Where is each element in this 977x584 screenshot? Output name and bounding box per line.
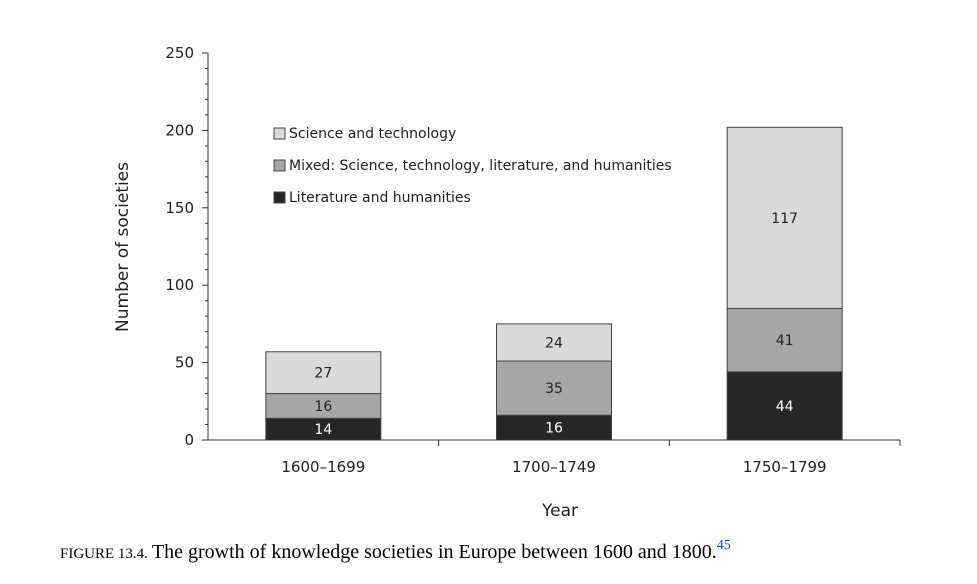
bar-segment <box>726 126 843 309</box>
bar-value-label: 41 <box>776 333 794 349</box>
legend-label: Mixed: Science, technology, literature, … <box>289 158 672 174</box>
bar-segment <box>265 393 382 419</box>
bar-segment <box>726 307 843 373</box>
bar-segment <box>496 414 612 441</box>
bar-value-label: 44 <box>776 399 794 415</box>
x-tick-label: 1750–1799 <box>743 458 827 476</box>
y-tick-label: 50 <box>175 354 194 372</box>
y-tick-label: 100 <box>165 276 194 294</box>
bar-value-label: 24 <box>545 335 563 351</box>
y-tick-label: 0 <box>184 431 194 449</box>
bar-value-label: 16 <box>545 421 563 437</box>
legend: Science and technology Mixed: Science, te… <box>273 126 672 206</box>
bar-value-label: 117 <box>771 211 798 227</box>
figure-label: FIGURE 13.4. <box>60 546 148 562</box>
bars: 14 16 27 16 35 24 44 41 117 <box>265 126 843 441</box>
x-axis-tick-labels: 1600–1699 1700–1749 1750–1799 <box>281 440 901 476</box>
footnote-marker[interactable]: 45 <box>716 538 731 553</box>
legend-swatch <box>273 159 286 172</box>
bar-value-label: 35 <box>545 381 563 397</box>
y-tick-label: 150 <box>165 199 194 217</box>
bar-value-label: 14 <box>314 422 332 438</box>
y-axis-title: Number of societies <box>113 162 133 332</box>
y-tick-label: 200 <box>165 121 194 139</box>
bar-segment <box>265 351 382 395</box>
legend-swatch <box>273 191 286 204</box>
caption-text: The growth of knowledge societies in Eur… <box>151 541 717 563</box>
x-tick-label: 1700–1749 <box>512 458 596 476</box>
legend-label: Literature and humanities <box>289 190 471 206</box>
y-tick-label: 250 <box>165 44 194 62</box>
bar-value-label: 27 <box>314 366 332 382</box>
stacked-bar-chart: 0 50 100 150 200 250 14 16 27 16 35 24 44 41 117 1600… <box>113 44 901 521</box>
figure-caption: FIGURE 13.4. The growth of knowledge soc… <box>60 538 960 564</box>
x-tick-label: 1600–1699 <box>281 458 365 476</box>
bar-segment <box>726 371 843 441</box>
bar-segment <box>496 323 612 362</box>
legend-label: Science and technology <box>289 126 456 142</box>
x-axis-title: Year <box>541 501 578 521</box>
y-axis-ticks: 0 50 100 150 200 250 <box>165 44 208 449</box>
bar-value-label: 16 <box>314 399 332 415</box>
legend-swatch <box>273 127 286 140</box>
